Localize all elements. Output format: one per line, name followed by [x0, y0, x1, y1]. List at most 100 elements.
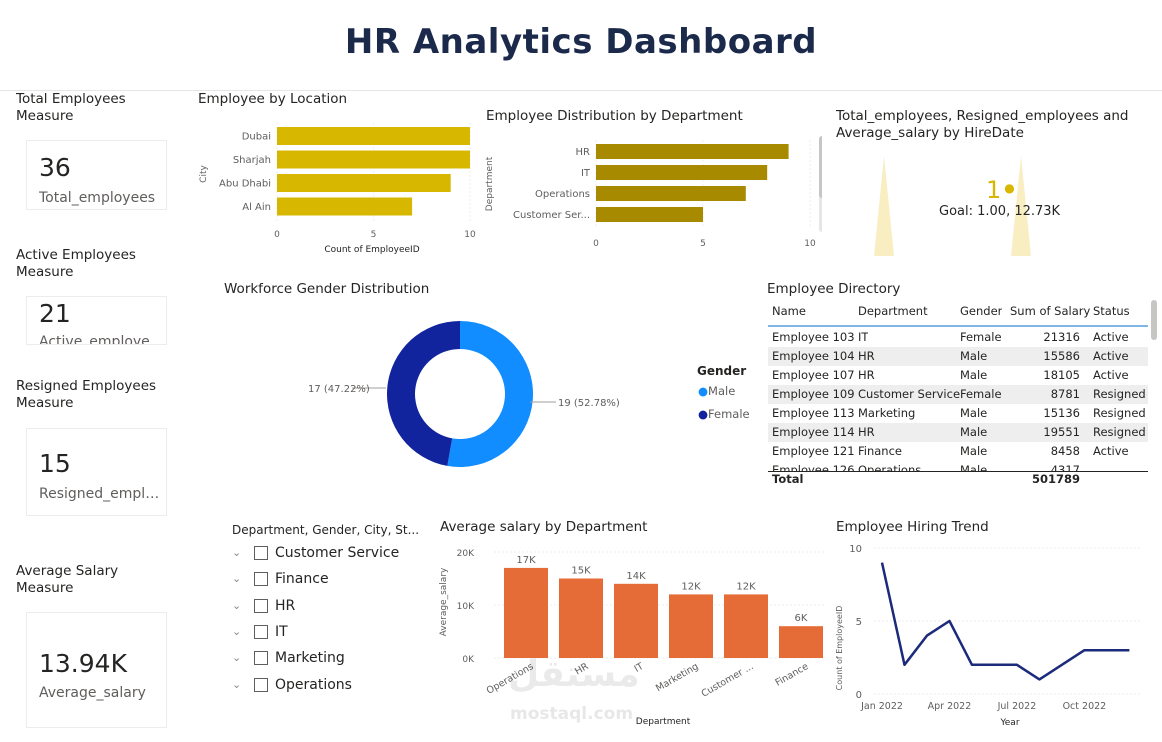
table-row[interactable]: Employee 107 HR Male 18105 Active: [768, 366, 1148, 385]
data-label: 15K: [571, 566, 591, 577]
y-tick-label: 10: [849, 544, 862, 555]
checkbox[interactable]: [254, 572, 268, 587]
cell-gender: Male: [960, 368, 988, 382]
kpi-salary-card[interactable]: 13.94K Average_salary: [26, 612, 167, 728]
category-label: IT: [581, 168, 591, 179]
chevron-down-icon[interactable]: ⌄: [232, 651, 242, 665]
legend-item-female[interactable]: ●Female: [698, 407, 750, 421]
x-tick-label: 10: [804, 239, 816, 249]
kpi-salary-title-line2: Measure: [16, 580, 74, 596]
chevron-down-icon[interactable]: ⌄: [232, 624, 242, 638]
col-header-status[interactable]: Status: [1093, 304, 1130, 318]
y-tick-label: 0K: [462, 655, 475, 665]
hiring-trend-line: [880, 562, 1130, 681]
col-header-department[interactable]: Department: [858, 304, 928, 318]
table-row[interactable]: Employee 121 Finance Male 8458 Active: [768, 442, 1148, 461]
gauge-title-line1: Total_employees, Resigned_employees and: [836, 108, 1129, 124]
x-tick-label: Oct 2022: [1063, 701, 1107, 712]
chevron-down-icon[interactable]: ⌄: [232, 572, 242, 586]
partial-cell-department: Operations: [858, 463, 922, 471]
cell-salary: 15136: [1043, 406, 1080, 420]
table-row[interactable]: Employee 109 Customer Service Female 8781 Re…: [768, 385, 1148, 404]
kpi-resigned-value: 15: [39, 449, 71, 478]
category-label: Customer ...: [700, 661, 756, 700]
dept-y-axis-label: Department: [485, 156, 495, 211]
header-divider: [0, 90, 1162, 91]
legend-item-male[interactable]: ●Male: [698, 384, 735, 398]
cell-department: Marketing: [858, 406, 916, 420]
checkbox[interactable]: [254, 546, 268, 560]
kpi-salary-title: Average Salary Measure: [16, 563, 118, 597]
kpi-active-value: 21: [39, 299, 71, 328]
gauge-value-number: 1: [986, 176, 1002, 204]
table-row[interactable]: Employee 113 Marketing Male 15136 Resigned: [768, 404, 1148, 423]
cell-gender: Male: [960, 444, 988, 458]
gender-donut-chart[interactable]: 17 (47.22%) 19 (52.78%): [300, 310, 640, 490]
kpi-total-card[interactable]: 36 Total_employees: [26, 140, 167, 210]
cell-gender: Female: [960, 330, 1002, 344]
table-row[interactable]: Employee 103 IT Female 21316 Active: [768, 328, 1148, 347]
y-tick-label: 5: [856, 617, 862, 628]
kpi-active-card[interactable]: 21 Active_employees: [26, 296, 167, 345]
kpi-resigned-card[interactable]: 15 Resigned_emplo...: [26, 428, 167, 516]
col-header-sum-salary[interactable]: Sum of Salary: [1010, 304, 1091, 318]
x-tick-label: 10: [464, 230, 476, 240]
avg-salary-column-chart[interactable]: Average_salary Department 0K10K20K17KOpe…: [436, 540, 826, 735]
data-label: 12K: [736, 581, 756, 592]
partial-cell-name: Employee 126: [772, 463, 855, 471]
hiring-trend-line-chart[interactable]: Count of EmployeeID Year 0 5 10 Jan 2022 Apr…: [830, 538, 1150, 733]
bar: [596, 186, 746, 201]
checkbox[interactable]: [254, 598, 268, 613]
directory-title: Employee Directory: [767, 281, 901, 297]
slicer-item-label: Customer Service: [275, 545, 400, 561]
x-tick-label: 0: [593, 239, 599, 249]
table-partial-row: Employee 126 Operations Male 4317: [768, 461, 1148, 471]
column-bar: [614, 583, 658, 658]
cell-name: Employee 107: [772, 368, 855, 382]
table-total-row: Total 501789: [768, 470, 1148, 489]
avg-salary-chart-title: Average salary by Department: [440, 519, 648, 535]
department-bar-chart[interactable]: Department 0 5 10 HR IT Operations Customer Se…: [482, 132, 822, 254]
kpi-total-label: Total_employees: [39, 190, 156, 206]
male-legend-dot-icon: ●: [698, 384, 709, 398]
slicer-item-label: Finance: [275, 571, 329, 588]
category-label: Operations: [535, 189, 590, 200]
chevron-down-icon[interactable]: ⌄: [232, 598, 242, 612]
kpi-active-label: Active_employees: [39, 334, 164, 345]
table-row[interactable]: Employee 104 HR Male 15586 Active: [768, 347, 1148, 366]
chevron-down-icon[interactable]: ⌄: [232, 677, 242, 691]
checkbox[interactable]: [254, 677, 268, 692]
col-header-name[interactable]: Name: [772, 304, 806, 318]
cell-name: Employee 121: [772, 444, 855, 458]
category-label: Al Ain: [242, 202, 271, 213]
data-label: 17K: [516, 555, 536, 566]
dept-scrollbar-thumb[interactable]: [819, 136, 822, 198]
cell-department: Finance: [858, 444, 902, 458]
cell-department: Customer Service: [858, 387, 961, 401]
cell-salary: 21316: [1043, 330, 1080, 344]
col-header-gender[interactable]: Gender: [960, 304, 1003, 318]
cell-name: Employee 103: [772, 330, 855, 344]
hiring-chart-title: Employee Hiring Trend: [836, 519, 989, 535]
donut-slice-male: [447, 321, 534, 467]
table-row[interactable]: Employee 114 HR Male 19551 Resigned: [768, 423, 1148, 442]
table-scrollbar-thumb[interactable]: [1151, 300, 1157, 340]
cell-department: HR: [858, 349, 875, 363]
gauge-value: 1 ●: [986, 176, 1015, 204]
kpi-active-title: Active Employees Measure: [16, 247, 136, 281]
cell-gender: Male: [960, 425, 988, 439]
x-tick-label: 5: [371, 230, 377, 240]
bar: [277, 197, 413, 216]
donut-slice-female: [387, 321, 460, 466]
x-tick-label: Apr 2022: [928, 701, 972, 712]
cell-gender: Male: [960, 406, 988, 420]
location-bar-chart[interactable]: City Count of EmployeeID 0 5 10 Dubai Sharja…: [195, 112, 480, 257]
hiredate-kpi-visual[interactable]: [836, 148, 1146, 258]
cell-salary: 8781: [1050, 387, 1080, 401]
checkbox[interactable]: [254, 624, 268, 639]
watermark-latin: mostaql.com: [510, 704, 634, 724]
category-label: Sharjah: [233, 155, 271, 166]
checkbox[interactable]: [254, 651, 268, 666]
male-data-label: 19 (52.78%): [558, 398, 620, 409]
chevron-down-icon[interactable]: ⌄: [232, 546, 242, 559]
